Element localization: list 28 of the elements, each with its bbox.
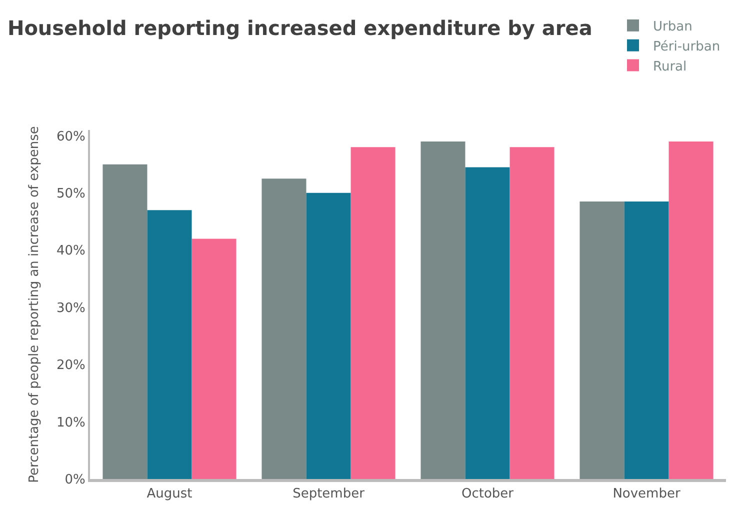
legend-label: Urban bbox=[653, 20, 692, 34]
bar bbox=[624, 202, 669, 479]
x-tick-label: August bbox=[146, 486, 192, 502]
x-tick-label: November bbox=[612, 486, 681, 502]
y-tick-label: 0% bbox=[64, 472, 86, 488]
bar bbox=[147, 210, 192, 479]
y-tick-label: 50% bbox=[56, 186, 86, 202]
y-tick-label: 60% bbox=[56, 129, 86, 144]
x-tick-label: September bbox=[292, 486, 366, 502]
bar bbox=[350, 147, 396, 479]
bar bbox=[306, 192, 351, 479]
y-tick-label: 40% bbox=[56, 244, 86, 259]
bar bbox=[192, 238, 236, 479]
bar bbox=[668, 141, 714, 479]
bar bbox=[510, 147, 554, 479]
x-tick-label: October bbox=[461, 486, 514, 502]
y-tick-label: 10% bbox=[56, 415, 86, 430]
chart-title: Household reporting increased expenditure by area bbox=[7, 16, 592, 40]
bar bbox=[102, 164, 148, 479]
y-axis-title: Percentage of people reporting an increase of expense bbox=[26, 126, 42, 483]
legend-label: Rural bbox=[653, 59, 687, 74]
bar bbox=[420, 141, 466, 479]
legend-label: Péri-urban bbox=[653, 39, 720, 54]
y-tick-label: 30% bbox=[56, 300, 86, 316]
bar bbox=[262, 178, 306, 479]
y-tick-label: 20% bbox=[56, 358, 86, 374]
bar bbox=[465, 167, 510, 479]
bar bbox=[580, 202, 624, 479]
